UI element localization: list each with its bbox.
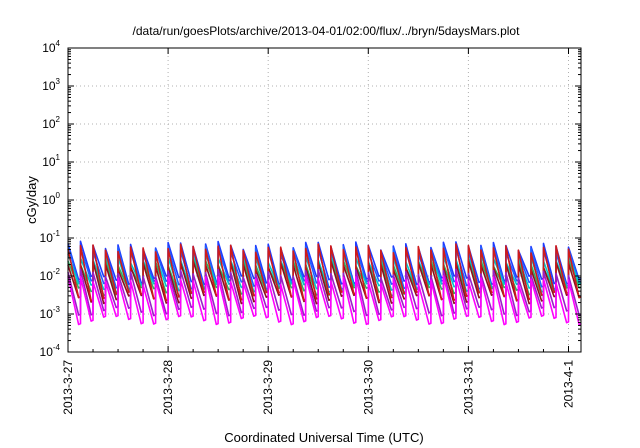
x-tick-label: 2013-4-1	[561, 360, 575, 408]
x-tick-label: 2013-3-29	[261, 360, 275, 415]
y-tick-label: 102	[42, 115, 60, 131]
y-axis-label: cGy/day	[24, 176, 39, 224]
y-tick-label: 10-2	[40, 267, 61, 283]
x-tick-label: 2013-3-30	[361, 360, 375, 415]
grid	[67, 48, 581, 352]
y-tick-label: 10-3	[40, 305, 61, 321]
data-series	[67, 240, 582, 326]
x-tick-label: 2013-3-31	[461, 360, 475, 415]
y-tick-label: 101	[42, 153, 60, 169]
x-axis: 2013-3-27 2013-3-28 2013-3-29 2013-3-30 2013…	[61, 48, 575, 415]
y-axis: 10-4 10-3 10-2 10-1 100 101 102 103 104	[40, 39, 581, 359]
y-tick-label: 100	[42, 191, 60, 207]
y-tick-label: 10-4	[40, 343, 61, 359]
chart-title: /data/run/goesPlots/archive/2013-04-01/0…	[133, 24, 521, 38]
x-tick-label: 2013-3-28	[161, 360, 175, 415]
y-tick-label: 104	[42, 39, 60, 55]
series-line	[67, 275, 582, 326]
x-axis-label: Coordinated Universal Time (UTC)	[224, 430, 423, 445]
x-tick-label: 2013-3-27	[61, 360, 75, 415]
y-tick-label: 10-1	[40, 229, 61, 245]
y-tick-label: 103	[42, 77, 60, 93]
